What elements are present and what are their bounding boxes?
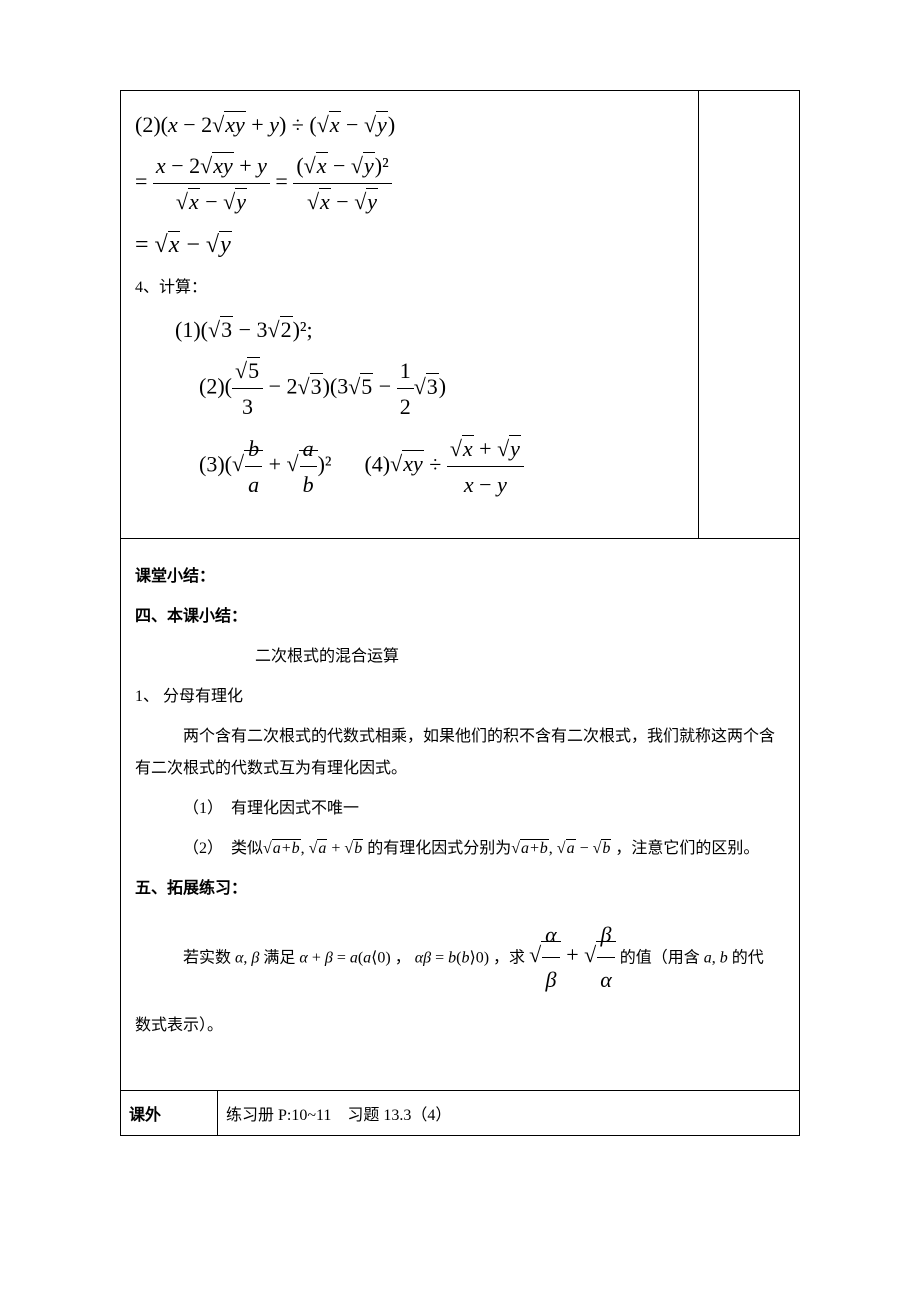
problem4-label: 4、计算： [135, 272, 684, 304]
homework-content: 练习册 P:10~11 习题 13.3（4） [218, 1091, 799, 1135]
eq2-line2: = x − 2xy + yx − y = (x − y)²x − y [135, 148, 684, 219]
item1-label: 1、 分母有理化 [135, 681, 785, 713]
subitem1: （1） 有理化因式不唯一 [183, 793, 785, 825]
item1-body: 两个含有二次根式的代数式相乘，如果他们的积不含有二次根式，我们就称这两个含有二次… [135, 721, 785, 785]
subitem2-text-a: （2） 类似 [183, 840, 263, 857]
page: (2)(x − 2xy + y) ÷ (x − y) = x − 2xy + y… [0, 0, 920, 1302]
top-right-empty-cell [699, 91, 799, 539]
extension-exercise: 若实数 α, β 满足 α + β = a(a⟨0) ， αβ = b(b⟩0)… [183, 913, 785, 1002]
summary-header: 课堂小结： [135, 561, 785, 593]
row-top: (2)(x − 2xy + y) ÷ (x − y) = x − 2xy + y… [121, 91, 799, 539]
subitem2: （2） 类似a+b, a + b 的有理化因式分别为a+b, a − b ，注意… [183, 833, 785, 865]
problem4-2: (2)(53 − 23)(35 − 123) [199, 353, 684, 424]
extension-exercise-cont: 数式表示）。 [135, 1010, 785, 1042]
subitem2-text-b: 的有理化因式分别为 [363, 840, 511, 857]
eq2-result: = x − y [135, 226, 684, 264]
content-table: (2)(x − 2xy + y) ÷ (x − y) = x − 2xy + y… [120, 90, 800, 1136]
summary-cell: 课堂小结： 四、本课小结： 二次根式的混合运算 1、 分母有理化 两个含有二次根… [121, 539, 799, 1091]
worked-examples-cell: (2)(x − 2xy + y) ÷ (x − y) = x − 2xy + y… [121, 91, 699, 539]
section4-heading: 四、本课小结： [135, 601, 785, 633]
section5-heading: 五、拓展练习： [135, 873, 785, 905]
problem4-1: (1)(3 − 32)²; [175, 312, 684, 347]
section4-title: 二次根式的混合运算 [255, 641, 785, 673]
homework-label: 课外 [121, 1091, 218, 1135]
subitem2-text-c: ，注意它们的区别。 [611, 840, 759, 857]
row-bottom: 课外 练习册 P:10~11 习题 13.3（4） [121, 1091, 799, 1135]
problem4-3-4: (3)(ba + ab)² (4)xy ÷ x + yx − y [199, 431, 684, 502]
eq2-line1: (2)(x − 2xy + y) ÷ (x − y) [135, 107, 684, 142]
